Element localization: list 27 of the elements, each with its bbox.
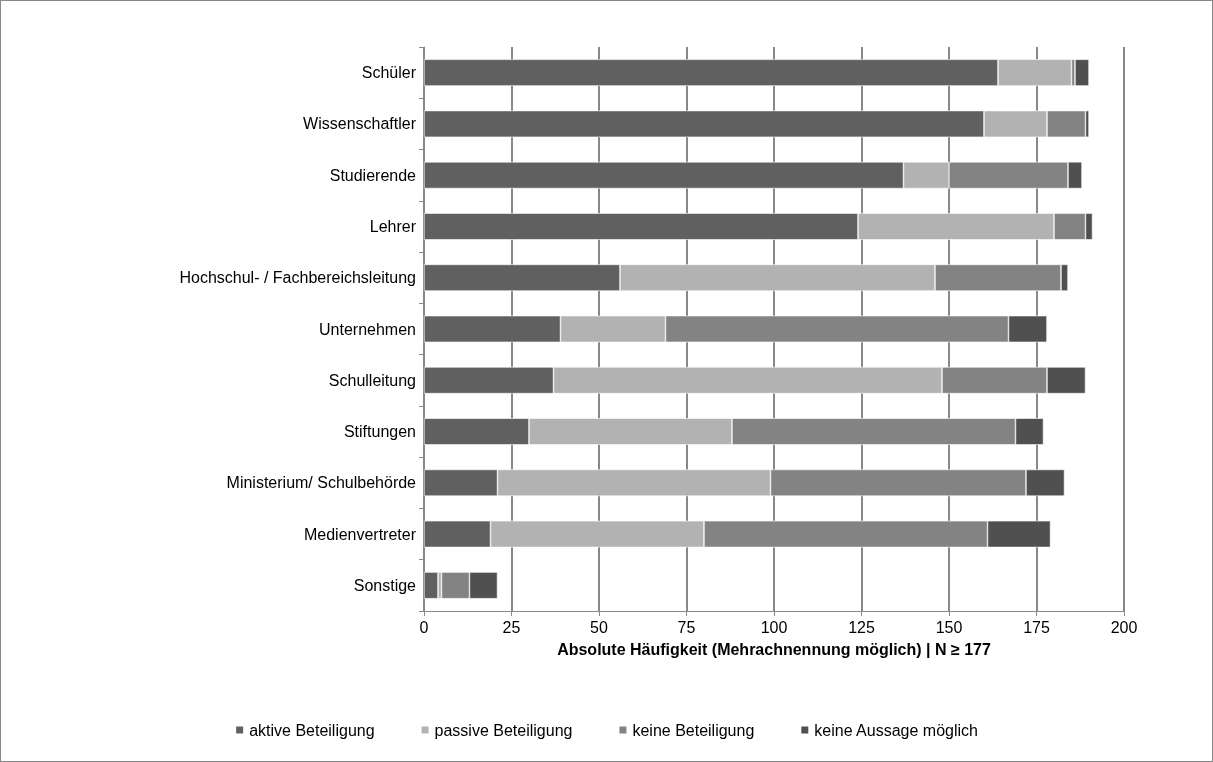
bar [1075,59,1089,86]
y-tick-label: Sonstige [353,576,417,594]
x-tick-label: 175 [1023,618,1050,636]
x-axis-title: Absolute Häufigkeit (Mehrachnennung möglich) | N ≥ 177 [557,640,991,658]
y-tick-label: Hochschul- / Fachbereichsleitung [179,269,416,287]
y-tick-label: Medienvertreter [303,525,417,543]
legend-label: keine Beteiligung [632,721,755,739]
y-tick-label: Lehrer [369,217,417,235]
y-tick-label: Wissenschaftler [303,115,417,133]
x-tick-label: 50 [590,618,608,636]
x-tick-label: 75 [677,618,696,636]
legend-label: aktive Beteiligung [249,721,375,739]
y-tick-label: Unternehmen [319,320,416,338]
x-tick-label: 0 [419,618,429,636]
legend-label: passive Beteiligung [434,721,573,739]
x-tick-label: 25 [502,618,521,636]
x-tick-label: 150 [935,618,963,636]
y-tick-label: Ministerium/ Schulbehörde [226,474,417,492]
x-tick-label: 100 [760,618,788,636]
bar [424,572,438,599]
y-tick-label: Studierende [329,166,417,184]
y-tick-label: Schüler [361,64,417,82]
legend-label: keine Aussage möglich [814,721,978,739]
x-tick-label: 125 [848,618,875,636]
y-tick-label: Schulleitung [328,371,416,389]
y-tick-label: Stiftungen [343,423,416,441]
x-tick-label: 200 [1110,618,1138,636]
